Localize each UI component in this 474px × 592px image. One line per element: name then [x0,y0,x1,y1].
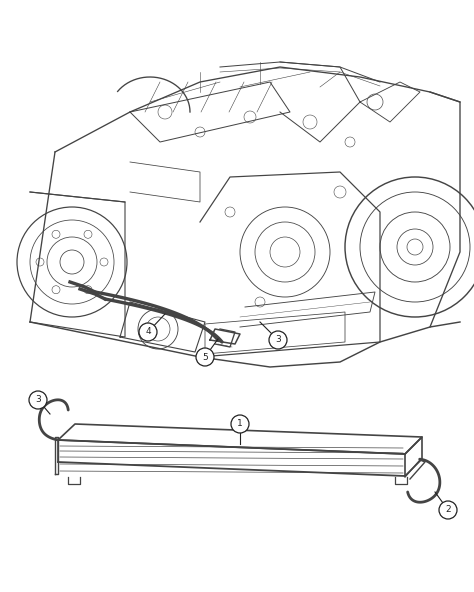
Text: 5: 5 [202,352,208,362]
Circle shape [29,391,47,409]
Circle shape [269,331,287,349]
Text: 2: 2 [445,506,451,514]
Circle shape [439,501,457,519]
Circle shape [196,348,214,366]
Text: 1: 1 [237,420,243,429]
Text: 4: 4 [145,327,151,336]
Text: 3: 3 [275,336,281,345]
Text: 3: 3 [35,395,41,404]
Circle shape [139,323,157,341]
Circle shape [231,415,249,433]
